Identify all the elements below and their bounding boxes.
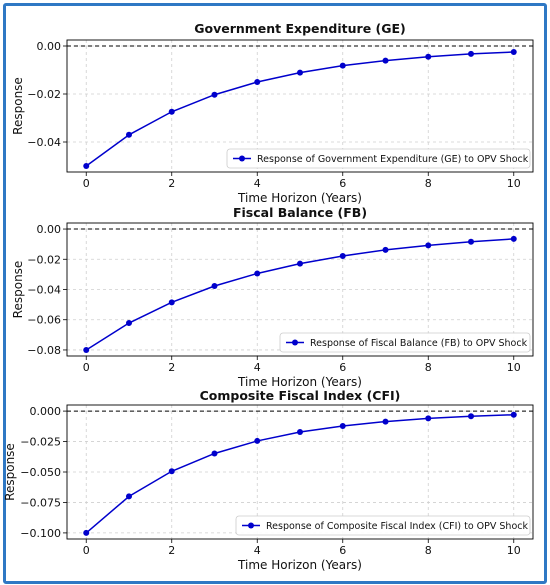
x-axis-label: Time Horizon (Years): [237, 375, 362, 389]
x-tick-label: 0: [83, 544, 90, 557]
x-tick-label: 2: [168, 177, 175, 190]
x-tick-label: 6: [339, 544, 346, 557]
data-point: [510, 235, 517, 242]
x-tick-label: 10: [507, 177, 521, 190]
data-point: [510, 411, 517, 418]
x-axis-label: Time Horizon (Years): [237, 191, 362, 205]
data-point: [382, 246, 389, 253]
data-point: [211, 283, 218, 290]
data-point: [468, 238, 475, 245]
data-point: [83, 346, 90, 353]
data-point: [125, 493, 132, 500]
legend-label: Response of Government Expenditure (GE) …: [257, 154, 529, 165]
data-point: [339, 422, 346, 429]
y-tick-label: 0.000: [30, 405, 62, 418]
y-tick-label: −0.04: [27, 284, 61, 297]
x-tick-label: 6: [339, 361, 346, 374]
x-axis-label: Time Horizon (Years): [237, 558, 362, 572]
y-tick-label: −0.075: [20, 496, 61, 509]
chart-title: Composite Fiscal Index (CFI): [200, 388, 401, 403]
legend-box: [226, 148, 531, 169]
data-point: [254, 270, 261, 277]
data-point: [297, 429, 303, 436]
x-tick-label: 6: [339, 177, 346, 190]
x-tick-label: 10: [507, 544, 521, 557]
data-point: [510, 49, 517, 55]
data-point: [425, 53, 432, 60]
data-point: [468, 50, 475, 57]
data-point: [125, 320, 132, 327]
x-tick-label: 4: [254, 544, 261, 557]
y-tick-label: −0.02: [27, 88, 61, 101]
data-point: [468, 413, 475, 420]
legend-label: Response of Fiscal Balance (FB) to OPV S…: [310, 338, 528, 349]
data-point: [339, 62, 346, 69]
x-tick-label: 8: [425, 177, 432, 190]
data-point: [297, 260, 303, 267]
chart-panel-2: 0 2 4 6 8 10 0.00 −0.02 −0.04 −0.06 −0.08 Fiscal Ba…: [11, 205, 534, 389]
figure-frame: [3, 3, 547, 584]
x-tick-label: 0: [83, 177, 90, 190]
data-point: [254, 437, 261, 444]
plot-area-frame: [66, 39, 534, 173]
y-axis-label: Response: [3, 443, 17, 501]
x-tick-label: 4: [254, 361, 261, 374]
chart-panel-1: 0 2 4 6 8 10 0.00 −0.02 −0.04 Government Expendit…: [11, 21, 534, 205]
y-tick-label: −0.04: [27, 136, 61, 149]
data-point: [339, 252, 346, 259]
legend-box: [235, 515, 531, 536]
legend: Response of Composite Fiscal Index (CFI)…: [235, 515, 531, 536]
data-point: [83, 163, 90, 169]
legend: Response of Fiscal Balance (FB) to OPV S…: [279, 332, 531, 353]
x-tick-label: 8: [425, 544, 432, 557]
y-tick-label: −0.02: [27, 253, 61, 266]
y-tick-label: −0.100: [20, 527, 61, 540]
data-point: [382, 418, 389, 425]
legend-marker: [292, 339, 298, 346]
x-tick-label: 4: [254, 177, 261, 190]
x-tick-label: 8: [425, 361, 432, 374]
y-tick-label: −0.08: [27, 344, 61, 357]
y-tick-label: −0.050: [20, 466, 61, 479]
data-point: [254, 79, 261, 85]
y-tick-label: −0.025: [20, 436, 61, 449]
y-tick-label: 0.00: [37, 40, 62, 53]
data-point: [211, 450, 218, 457]
chart-panel-3: 0 2 4 6 8 10 0.000 −0.025 −0.050 −0.075 −0.100 Comp…: [3, 388, 534, 572]
data-point: [83, 529, 90, 536]
x-tick-label: 0: [83, 361, 90, 374]
data-point: [211, 91, 218, 98]
data-point: [168, 108, 175, 115]
data-point: [168, 299, 175, 306]
x-tick-label: 2: [168, 544, 175, 557]
data-point: [168, 468, 175, 475]
x-tick-label: 2: [168, 361, 175, 374]
chart-title: Fiscal Balance (FB): [233, 205, 367, 220]
x-tick-label: 10: [507, 361, 521, 374]
legend-marker: [248, 522, 254, 529]
y-tick-label: 0.00: [37, 223, 62, 236]
chart-title: Government Expenditure (GE): [194, 21, 406, 36]
y-tick-label: −0.06: [27, 314, 61, 327]
data-point: [297, 69, 303, 76]
data-point: [425, 415, 432, 422]
legend-marker: [239, 155, 245, 162]
y-axis-label: Response: [11, 261, 25, 319]
legend: Response of Government Expenditure (GE) …: [226, 148, 531, 169]
legend-box: [279, 332, 531, 353]
legend-label: Response of Composite Fiscal Index (CFI)…: [266, 521, 528, 532]
data-point: [125, 131, 132, 138]
data-point: [425, 242, 432, 249]
data-point: [382, 57, 389, 64]
y-axis-label: Response: [11, 77, 25, 135]
